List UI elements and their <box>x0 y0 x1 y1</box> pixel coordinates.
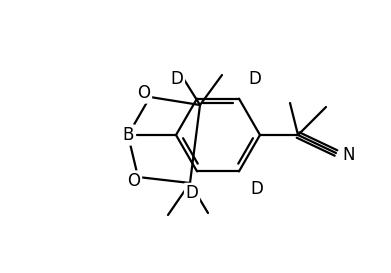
Text: D: D <box>251 180 264 198</box>
Text: O: O <box>138 84 151 102</box>
Text: N: N <box>343 146 355 164</box>
Text: O: O <box>127 172 140 190</box>
Text: D: D <box>249 70 262 88</box>
Text: B: B <box>122 126 134 144</box>
Text: D: D <box>186 184 199 202</box>
Text: D: D <box>170 70 183 88</box>
